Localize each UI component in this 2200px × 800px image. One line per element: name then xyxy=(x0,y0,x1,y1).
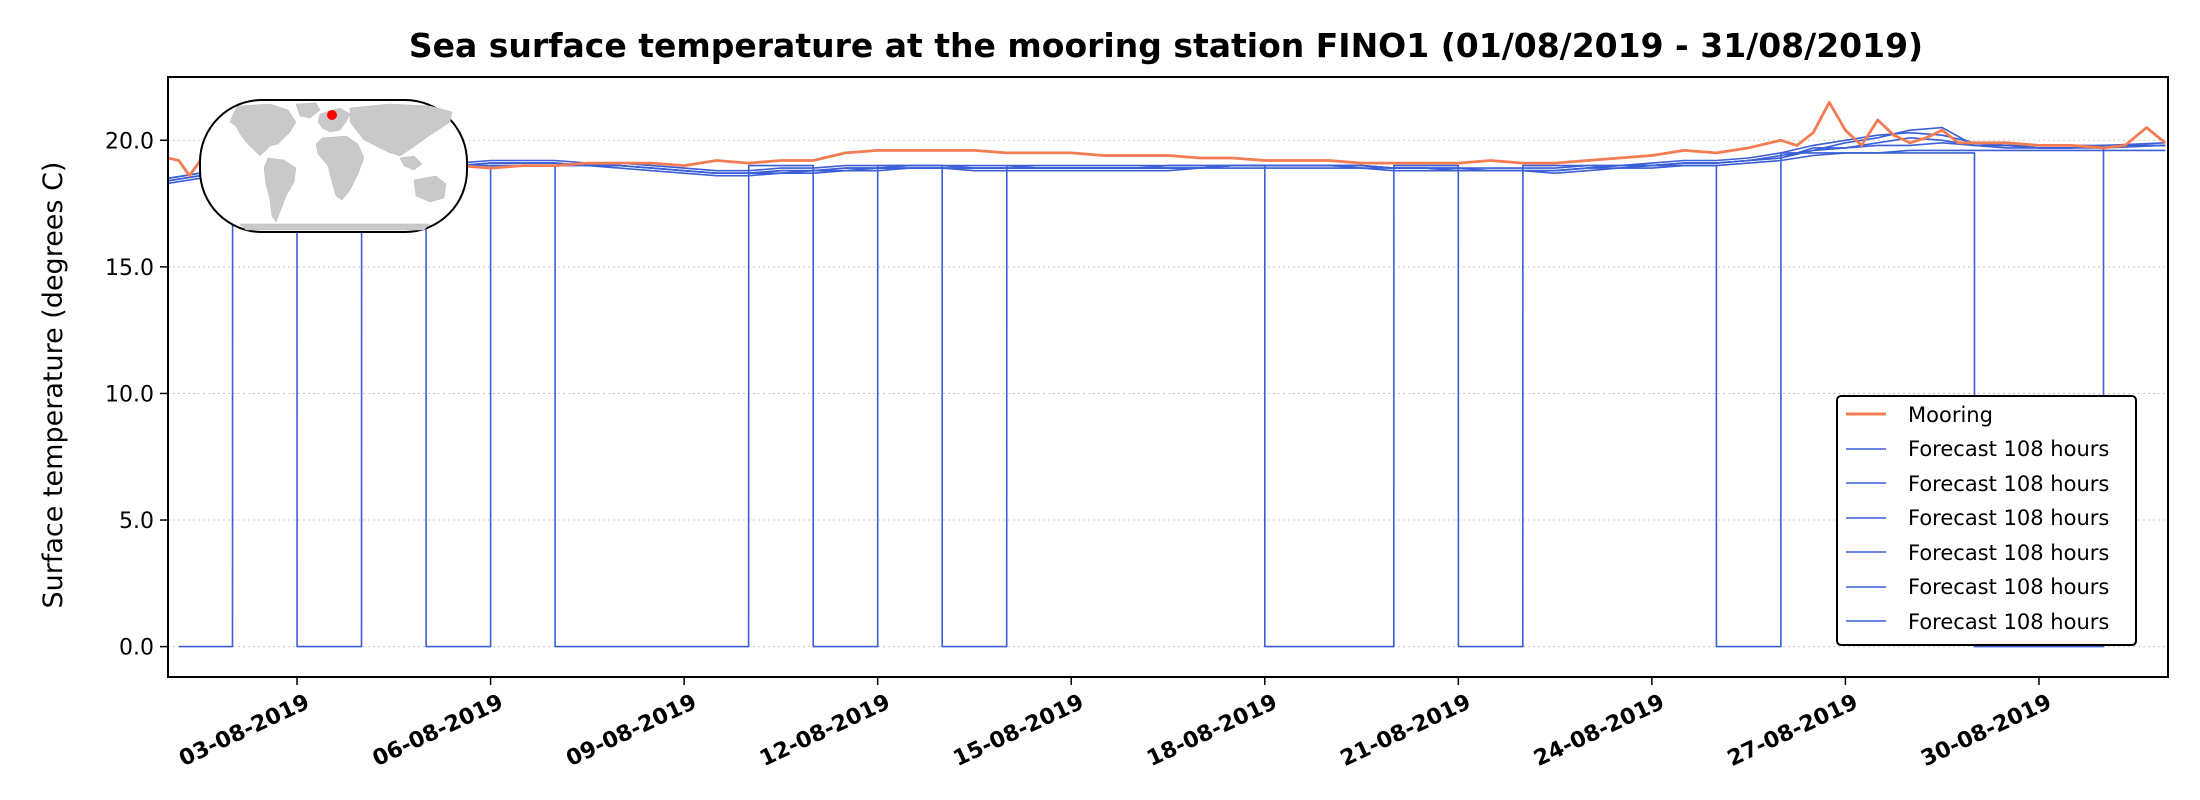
x-axis-ticks: 03-08-2019 06-08-2019 09-08-2019 12-08-2019… xyxy=(175,677,2056,772)
y-tick-label: 15.0 xyxy=(105,256,154,281)
x-tick-label: 18-08-2019 xyxy=(1143,690,1281,772)
asia-shape xyxy=(349,103,453,157)
y-tick-label: 20.0 xyxy=(105,129,154,154)
y-tick-label: 5.0 xyxy=(119,509,154,534)
legend-label-forecast-1: Forecast 108 hours xyxy=(1908,437,2109,461)
legend-label-forecast-2: Forecast 108 hours xyxy=(1908,472,2109,496)
southeast-asia-shape xyxy=(399,155,423,171)
legend-label-forecast-6: Forecast 108 hours xyxy=(1908,610,2109,634)
legend-label-forecast-5: Forecast 108 hours xyxy=(1908,575,2109,599)
station-location-marker xyxy=(327,110,337,120)
africa-shape xyxy=(315,135,365,201)
x-tick-label: 27-08-2019 xyxy=(1724,690,1862,772)
legend-box xyxy=(1836,395,2137,646)
y-axis-ticks: 0.0 5.0 10.0 15.0 20.0 xyxy=(105,129,168,661)
australia-shape xyxy=(413,175,447,203)
x-tick-label: 12-08-2019 xyxy=(756,690,894,772)
series-line-forecast xyxy=(168,137,2166,180)
europe-shape xyxy=(317,107,351,133)
x-tick-label: 15-08-2019 xyxy=(950,690,1088,772)
plot-frame xyxy=(167,76,2169,678)
south-america-shape xyxy=(263,157,297,223)
y-tick-label: 10.0 xyxy=(105,382,154,407)
legend-label-mooring: Mooring xyxy=(1908,403,1993,427)
greenland-shape xyxy=(295,102,321,119)
inset-map xyxy=(199,99,468,233)
world-landmass xyxy=(229,102,453,231)
legend-label-forecast-4: Forecast 108 hours xyxy=(1908,541,2109,565)
legend-label-forecast-3: Forecast 108 hours xyxy=(1908,506,2109,530)
grid-lines xyxy=(168,139,2168,648)
x-tick-label: 06-08-2019 xyxy=(369,690,507,772)
series-line-forecast xyxy=(168,131,2166,180)
antarctica-shape xyxy=(239,223,431,231)
y-tick-label: 0.0 xyxy=(119,636,154,661)
x-tick-label: 21-08-2019 xyxy=(1337,690,1475,772)
x-tick-label: 03-08-2019 xyxy=(175,690,313,772)
y-axis-label: Surface temperature (degrees C) xyxy=(38,162,69,609)
x-tick-label: 24-08-2019 xyxy=(1530,690,1668,772)
plot-area xyxy=(168,77,2168,677)
x-tick-label: 09-08-2019 xyxy=(563,690,701,772)
north-america-shape xyxy=(229,103,297,157)
x-tick-label: 30-08-2019 xyxy=(1917,690,2055,772)
legend: Mooring Forecast 108 hours Forecast 108 … xyxy=(1836,395,2137,646)
chart-title: Sea surface temperature at the mooring s… xyxy=(409,26,1923,65)
